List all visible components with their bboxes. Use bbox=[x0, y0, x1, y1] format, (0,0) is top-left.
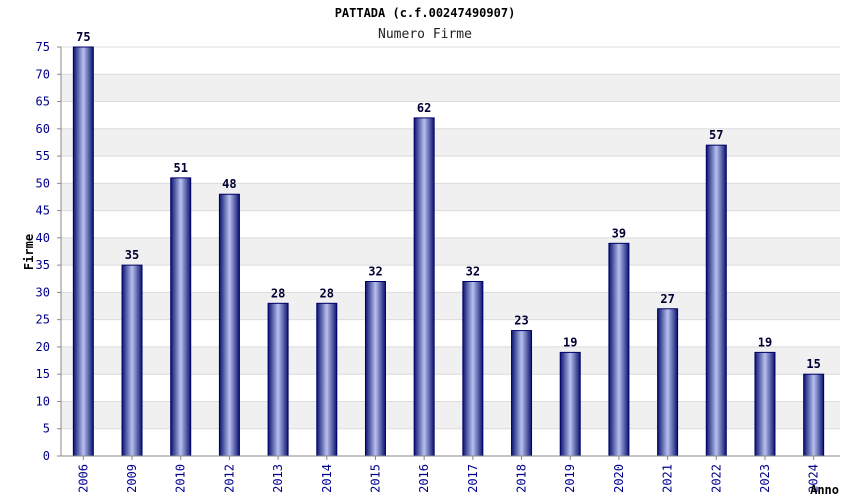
value-label: 62 bbox=[417, 101, 431, 115]
value-label: 15 bbox=[806, 357, 820, 371]
y-tick-label: 25 bbox=[36, 313, 50, 327]
value-label: 27 bbox=[660, 292, 674, 306]
chart-subtitle: Numero Firme bbox=[378, 27, 472, 42]
y-tick-label: 45 bbox=[36, 204, 50, 218]
x-tick-label: 2016 bbox=[417, 464, 431, 493]
y-tick-label: 50 bbox=[36, 176, 50, 190]
bar bbox=[657, 308, 679, 457]
value-label: 23 bbox=[514, 314, 528, 328]
chart-title: PATTADA (c.f.00247490907) bbox=[335, 6, 516, 20]
bar bbox=[705, 144, 727, 457]
value-label: 48 bbox=[222, 177, 236, 191]
bar bbox=[364, 280, 386, 457]
x-tick-label: 2006 bbox=[76, 464, 90, 493]
x-tick-label: 2012 bbox=[222, 464, 236, 493]
y-tick-label: 10 bbox=[36, 394, 50, 408]
value-label: 35 bbox=[125, 248, 139, 262]
x-tick-label: 2023 bbox=[758, 464, 772, 493]
x-tick-label: 2018 bbox=[515, 464, 529, 493]
bar bbox=[462, 280, 484, 457]
y-tick-label: 15 bbox=[36, 367, 50, 381]
value-label: 28 bbox=[271, 286, 285, 300]
bar bbox=[511, 330, 533, 457]
x-tick-labels: 2006 2009 2010 2012 2013 2014 2015 2016 2017 2018… bbox=[76, 456, 821, 493]
x-tick-label: 2022 bbox=[709, 464, 723, 493]
grid-band bbox=[61, 74, 840, 102]
value-label: 28 bbox=[320, 286, 334, 300]
y-tick-labels: 0 5 10 15 20 25 30 35 40 45 50 55 60 65 70 75 bbox=[36, 40, 50, 463]
x-tick-label: 2017 bbox=[466, 464, 480, 493]
bar bbox=[559, 351, 581, 457]
y-tick-label: 65 bbox=[36, 95, 50, 109]
bar bbox=[608, 242, 630, 457]
y-tick-label: 60 bbox=[36, 122, 50, 136]
value-label: 19 bbox=[563, 335, 577, 349]
y-axis-label: Firme bbox=[22, 234, 36, 270]
x-tick-label: 2009 bbox=[125, 464, 139, 493]
value-label: 75 bbox=[76, 30, 90, 44]
y-tick-label: 75 bbox=[36, 40, 50, 54]
y-tick-label: 70 bbox=[36, 67, 50, 81]
x-tick-label: 2015 bbox=[368, 464, 382, 493]
x-tick-label: 2019 bbox=[563, 464, 577, 493]
value-labels: 75 35 51 48 28 28 32 62 32 23 19 39 27 57 19 15 bbox=[76, 30, 821, 371]
y-tick-label: 30 bbox=[36, 285, 50, 299]
y-tick-label: 40 bbox=[36, 231, 50, 245]
bar bbox=[316, 302, 338, 457]
x-tick-label: 2014 bbox=[320, 464, 334, 493]
bar bbox=[170, 177, 192, 457]
bar bbox=[754, 351, 776, 457]
value-label: 19 bbox=[758, 335, 772, 349]
bar bbox=[121, 264, 143, 457]
y-tick-label: 5 bbox=[43, 422, 50, 436]
value-label: 32 bbox=[466, 264, 480, 278]
x-tick-label: 2013 bbox=[271, 464, 285, 493]
y-tick-label: 0 bbox=[43, 449, 50, 463]
y-tick-label: 20 bbox=[36, 340, 50, 354]
value-label: 32 bbox=[368, 264, 382, 278]
bar bbox=[218, 193, 240, 457]
x-tick-label: 2020 bbox=[612, 464, 626, 493]
x-axis-label: Anno bbox=[810, 483, 839, 497]
x-tick-label: 2024 bbox=[807, 464, 821, 493]
bars bbox=[72, 46, 825, 457]
bar bbox=[413, 117, 435, 457]
y-tick-label: 35 bbox=[36, 258, 50, 272]
value-label: 51 bbox=[173, 161, 187, 175]
x-tick-label: 2010 bbox=[174, 464, 188, 493]
x-tick-label: 2021 bbox=[661, 464, 675, 493]
bar bbox=[267, 302, 289, 457]
bar bbox=[72, 46, 94, 457]
value-label: 39 bbox=[612, 226, 626, 240]
y-tick-label: 55 bbox=[36, 149, 50, 163]
value-label: 57 bbox=[709, 128, 723, 142]
bar bbox=[803, 373, 825, 457]
